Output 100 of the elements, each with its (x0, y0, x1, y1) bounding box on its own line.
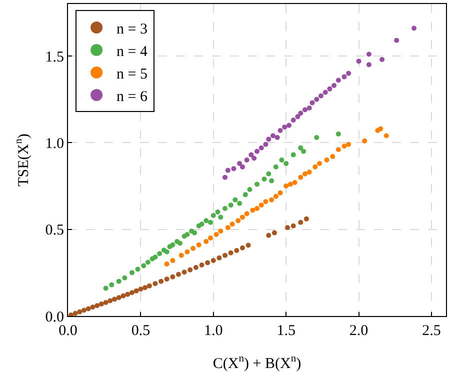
point (266, 171, 272, 176)
legend-label: n = 6 (116, 88, 148, 105)
point (164, 249, 170, 254)
point (384, 133, 389, 138)
point (129, 270, 134, 276)
point (199, 262, 204, 268)
point (236, 218, 241, 224)
point (184, 232, 190, 238)
point (262, 176, 267, 182)
x-tick-label: 2.0 (349, 323, 368, 339)
point (120, 293, 126, 298)
point (263, 142, 268, 147)
point (298, 220, 304, 225)
point (302, 171, 308, 176)
point (178, 252, 184, 258)
legend-label: n = 3 (116, 21, 148, 38)
point (184, 249, 190, 254)
point (301, 148, 306, 154)
y-tick-label: 1.5 (45, 49, 64, 66)
point (318, 93, 324, 98)
point (380, 56, 385, 62)
point (237, 160, 242, 166)
point (314, 96, 320, 102)
point (146, 283, 152, 288)
point (234, 248, 240, 253)
point (232, 197, 238, 202)
point (327, 86, 332, 92)
point (231, 166, 236, 172)
point (228, 202, 234, 208)
point (317, 160, 322, 166)
point (284, 184, 289, 188)
point (86, 306, 91, 312)
point (292, 180, 298, 186)
point (310, 100, 315, 106)
point (129, 290, 134, 296)
point (285, 225, 290, 230)
point (288, 182, 293, 187)
point (272, 230, 277, 236)
point (254, 206, 260, 212)
point (366, 62, 372, 68)
point (273, 164, 278, 170)
point (204, 218, 209, 224)
point (244, 211, 250, 216)
point (250, 208, 256, 213)
point (252, 156, 257, 161)
point (304, 216, 309, 222)
point (342, 74, 347, 80)
point (103, 300, 108, 305)
legend-label: n = 5 (116, 66, 148, 82)
point (81, 308, 86, 313)
point (269, 197, 274, 202)
point (240, 164, 245, 170)
point (322, 90, 328, 95)
point (314, 134, 320, 140)
point (164, 276, 170, 282)
point (312, 164, 318, 170)
point (108, 298, 113, 304)
point (336, 132, 341, 136)
point (182, 270, 187, 275)
point (270, 133, 276, 138)
point (157, 251, 162, 256)
point (170, 242, 176, 248)
point (188, 267, 193, 272)
point (122, 275, 128, 280)
point (134, 288, 139, 294)
point (112, 296, 118, 302)
point (298, 110, 304, 116)
point (336, 147, 341, 152)
point (72, 310, 78, 316)
point (190, 246, 196, 251)
point (258, 202, 264, 208)
point (218, 228, 224, 234)
point (362, 138, 368, 144)
point (278, 190, 283, 196)
x-tick-label: 0.0 (58, 323, 78, 339)
point (98, 302, 104, 307)
point (199, 222, 204, 227)
point (103, 286, 108, 291)
point (342, 144, 347, 149)
point (266, 232, 272, 238)
point (269, 178, 274, 184)
point (324, 158, 330, 162)
point (208, 220, 213, 225)
point (125, 292, 130, 297)
point (158, 278, 164, 284)
point (142, 285, 148, 290)
point (346, 142, 352, 147)
point (306, 170, 312, 175)
legend-label: n = 4 (116, 44, 148, 60)
point (230, 222, 235, 227)
point (237, 200, 242, 206)
point (218, 214, 224, 220)
y-tick-label: 0.5 (45, 222, 64, 239)
x-tick-label: 1.5 (276, 323, 296, 339)
point (295, 114, 300, 120)
point (77, 309, 82, 314)
point (394, 38, 400, 43)
point (263, 199, 268, 204)
y-tick-label: 1.0 (45, 136, 64, 152)
point (152, 281, 158, 286)
